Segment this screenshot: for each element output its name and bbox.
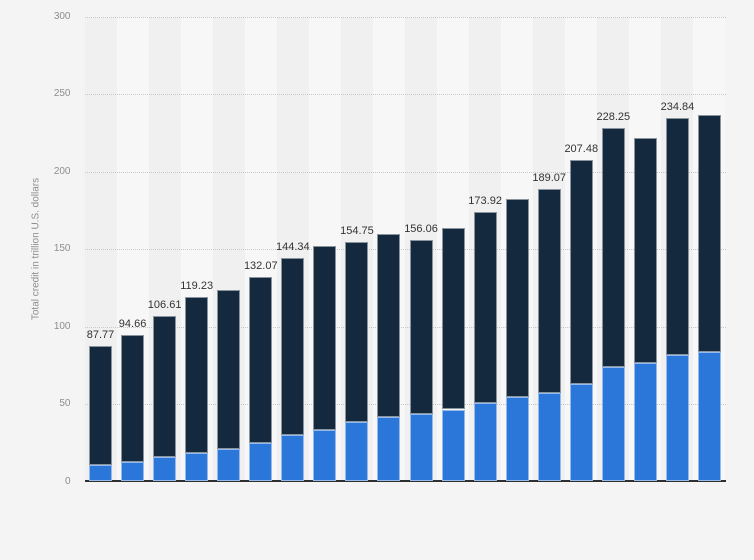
bar-segment-bottom[interactable] <box>569 384 593 482</box>
gridline <box>84 249 726 251</box>
bar-segment-bottom[interactable] <box>409 414 433 482</box>
x-axis-line <box>84 479 726 482</box>
bar-segment-bottom[interactable] <box>89 465 113 482</box>
bar-segment-bottom[interactable] <box>217 449 241 482</box>
bar-segment-top[interactable] <box>281 258 305 436</box>
gridline <box>84 404 726 406</box>
bar-segment-top[interactable] <box>313 246 337 430</box>
y-axis-tick-label: 300 <box>53 11 71 22</box>
y-axis-tick-label: 100 <box>53 320 71 332</box>
bar-segment-bottom[interactable] <box>441 409 465 482</box>
bar-segment-bottom[interactable] <box>153 456 177 482</box>
gridline <box>84 94 726 96</box>
bar-segment-bottom[interactable] <box>185 452 209 482</box>
bar-value-label: 106.61 <box>147 299 182 312</box>
bar-segment-bottom[interactable] <box>473 403 497 482</box>
bar-value-label: 173.92 <box>468 195 502 208</box>
bar-segment-bottom[interactable] <box>281 435 305 482</box>
bar-segment-top[interactable] <box>601 128 625 367</box>
gridline <box>84 17 726 18</box>
bar-segment-bottom[interactable] <box>345 421 369 482</box>
bar-segment-top[interactable] <box>377 233 401 417</box>
bar-value-label: 207.48 <box>564 143 599 156</box>
y-axis-tick-label: 250 <box>53 88 71 100</box>
bar-segment-bottom[interactable] <box>537 392 561 482</box>
bar-value-label: 228.25 <box>596 111 631 124</box>
bar-segment-bottom[interactable] <box>697 352 721 482</box>
bar-segment-top[interactable] <box>505 198 529 397</box>
bar-segment-bottom[interactable] <box>377 416 401 482</box>
bar-segment-top[interactable] <box>697 114 721 353</box>
bar-segment-bottom[interactable] <box>633 363 657 482</box>
y-axis-tick-label: 50 <box>59 398 71 410</box>
gridline <box>84 171 726 173</box>
bar-segment-top[interactable] <box>249 277 273 443</box>
bar-segment-bottom[interactable] <box>665 355 689 482</box>
bar-value-label: 87.77 <box>86 328 115 341</box>
bar-segment-top[interactable] <box>665 117 689 355</box>
bar-value-label: 189.07 <box>532 171 567 184</box>
bar-value-label: 234.84 <box>660 100 695 113</box>
bar-segment-bottom[interactable] <box>121 461 145 482</box>
bar-segment-bottom[interactable] <box>601 366 625 482</box>
bar-segment-top[interactable] <box>185 296 209 453</box>
bar-segment-top[interactable] <box>537 188 561 393</box>
gridline <box>84 326 726 328</box>
bar-segment-top[interactable] <box>153 316 177 457</box>
y-axis-tick-label: 200 <box>53 165 71 177</box>
bar-value-label: 154.75 <box>340 224 374 237</box>
bar-value-label: 94.66 <box>118 317 147 330</box>
bar-segment-top[interactable] <box>89 345 113 466</box>
bar-segment-top[interactable] <box>409 239 433 415</box>
bar-segment-top[interactable] <box>569 160 593 385</box>
bar-value-label: 119.23 <box>180 279 214 292</box>
bar-segment-bottom[interactable] <box>505 396 529 482</box>
bar-segment-top[interactable] <box>441 228 465 410</box>
bar-segment-top[interactable] <box>345 241 369 422</box>
bar-segment-top[interactable] <box>473 212 497 404</box>
bar-segment-top[interactable] <box>121 334 145 462</box>
bar-value-label: 144.34 <box>275 241 310 253</box>
bar-value-label: 132.07 <box>243 260 278 272</box>
bar-value-label: 156.06 <box>404 222 438 235</box>
y-axis-tick-label: 0 <box>64 475 71 487</box>
bar-segment-top[interactable] <box>633 137 657 364</box>
bar-segment-bottom[interactable] <box>313 429 337 482</box>
bar-segment-top[interactable] <box>217 290 241 450</box>
bar-segment-bottom[interactable] <box>249 442 273 482</box>
y-axis-tick-label: 150 <box>53 243 71 255</box>
